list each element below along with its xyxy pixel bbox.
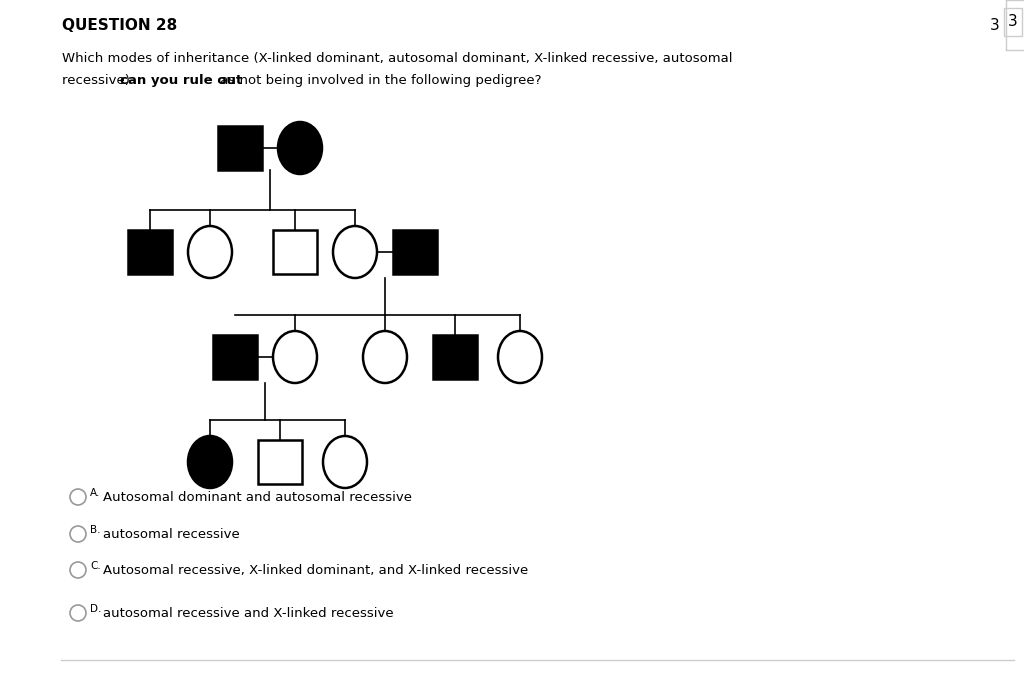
Circle shape [70, 489, 86, 505]
Ellipse shape [188, 436, 232, 488]
Text: Autosomal dominant and autosomal recessive: Autosomal dominant and autosomal recessi… [103, 491, 412, 504]
Circle shape [70, 562, 86, 578]
Bar [273, 230, 317, 274]
Text: 3: 3 [990, 18, 1000, 33]
Text: QUESTION 28: QUESTION 28 [62, 18, 177, 33]
Text: D.: D. [90, 604, 101, 614]
Text: Which modes of inheritance (X-linked dominant, autosomal dominant, X-linked rece: Which modes of inheritance (X-linked dom… [62, 52, 732, 65]
Circle shape [70, 526, 86, 542]
Ellipse shape [188, 226, 232, 278]
Ellipse shape [323, 436, 367, 488]
Text: A.: A. [90, 488, 100, 498]
Text: autosomal recessive: autosomal recessive [103, 528, 240, 541]
Text: can you rule out: can you rule out [120, 74, 243, 87]
Text: C.: C. [90, 561, 100, 571]
Bar [393, 230, 437, 274]
Ellipse shape [362, 331, 407, 383]
Ellipse shape [273, 331, 317, 383]
Text: as not being involved in the following pedigree?: as not being involved in the following p… [216, 74, 542, 87]
Ellipse shape [333, 226, 377, 278]
Bar [433, 335, 477, 379]
Text: 3: 3 [1008, 14, 1018, 29]
Ellipse shape [278, 122, 322, 174]
FancyBboxPatch shape [1004, 8, 1022, 36]
Ellipse shape [498, 331, 542, 383]
Text: recessive): recessive) [62, 74, 134, 87]
Bar [213, 335, 257, 379]
Text: Autosomal recessive, X-linked dominant, and X-linked recessive: Autosomal recessive, X-linked dominant, … [103, 564, 528, 577]
Bar [128, 230, 172, 274]
Text: autosomal recessive and X-linked recessive: autosomal recessive and X-linked recessi… [103, 607, 393, 620]
Bar [258, 440, 302, 484]
Circle shape [70, 605, 86, 621]
Bar [218, 126, 262, 170]
Text: B.: B. [90, 525, 100, 535]
